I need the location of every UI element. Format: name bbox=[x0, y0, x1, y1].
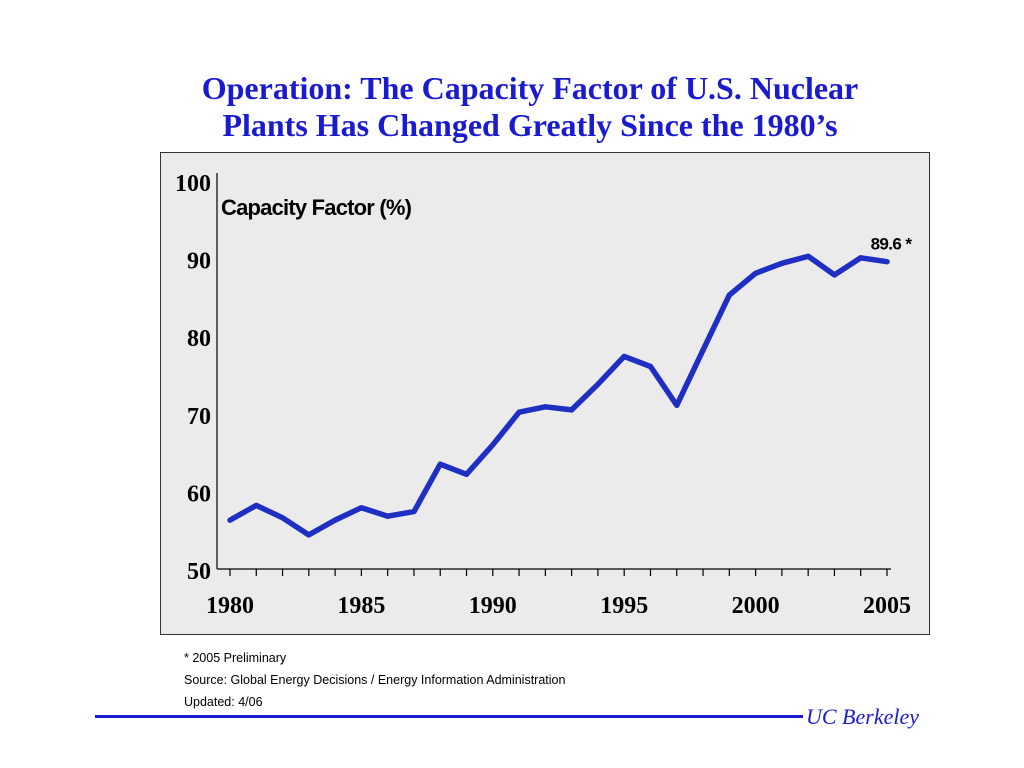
y-tick-label-70: 70 bbox=[187, 404, 211, 430]
footnotes: * 2005 Preliminary Source: Global Energy… bbox=[184, 650, 565, 716]
x-tick-label-1985: 1985 bbox=[337, 593, 385, 619]
y-tick-label-80: 80 bbox=[187, 326, 211, 352]
footer-rule bbox=[95, 715, 803, 718]
x-tick-label-1995: 1995 bbox=[600, 593, 648, 619]
last-value-annotation: 89.6 * bbox=[871, 235, 913, 254]
note-preliminary: * 2005 Preliminary bbox=[184, 651, 287, 665]
x-tick-label-1990: 1990 bbox=[469, 593, 517, 619]
chart-panel: 50 60 70 80 90 100 1980 1985 1990 1995 2000 2005 Cap… bbox=[160, 152, 930, 635]
slide-title-line-2: Plants Has Changed Greatly Since the 198… bbox=[222, 107, 838, 143]
y-tick-label-100: 100 bbox=[175, 171, 211, 197]
capacity-factor-chart: 50 60 70 80 90 100 1980 1985 1990 1995 2000 2005 Cap… bbox=[175, 171, 913, 619]
y-tick-label-60: 60 bbox=[187, 481, 211, 507]
y-tick-label-50: 50 bbox=[187, 559, 211, 585]
x-tick-label-2000: 2000 bbox=[732, 593, 780, 619]
y-tick-label-90: 90 bbox=[187, 249, 211, 275]
footer-brand: UC Berkeley bbox=[806, 704, 919, 729]
series-line-0 bbox=[227, 253, 890, 538]
x-tick-label-2005: 2005 bbox=[863, 593, 911, 619]
note-source: Source: Global Energy Decisions / Energy… bbox=[184, 673, 566, 687]
slide-title: Operation: The Capacity Factor of U.S. N… bbox=[150, 70, 910, 144]
x-tick-label-1980: 1980 bbox=[206, 593, 254, 619]
y-axis-label: Capacity Factor (%) bbox=[221, 195, 412, 220]
note-updated: Updated: 4/06 bbox=[184, 695, 263, 709]
slide-title-line-1: Operation: The Capacity Factor of U.S. N… bbox=[201, 70, 859, 106]
